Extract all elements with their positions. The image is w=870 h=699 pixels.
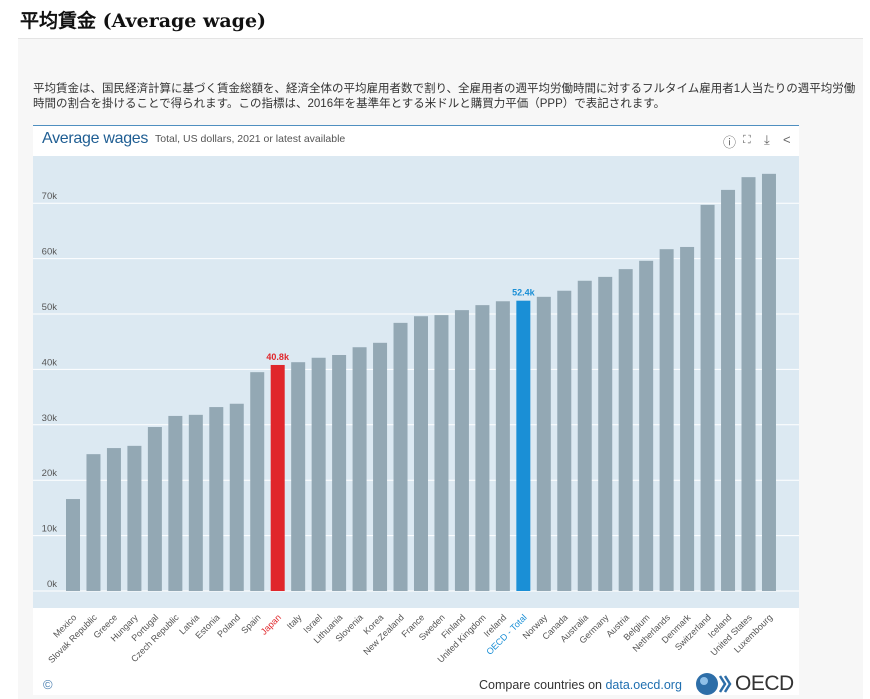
bar-belgium [639, 260, 654, 591]
bar-netherlands [659, 249, 674, 591]
y-tick-label: 40k [42, 357, 58, 368]
bar-iceland [721, 189, 736, 591]
bar-hungary [127, 445, 142, 591]
y-tick-label: 70k [42, 191, 58, 202]
bar-switzerland [700, 204, 715, 591]
fullscreen-icon[interactable]: ⛶ [743, 134, 751, 146]
bar-korea [373, 342, 388, 591]
bar-new-zealand [393, 322, 408, 591]
chart-subtitle: Total, US dollars, 2021 or latest availa… [155, 133, 346, 145]
bar-slovak-republic [86, 454, 101, 591]
bar-latvia [188, 414, 203, 591]
bar-poland [229, 403, 244, 591]
bar-italy [291, 362, 306, 591]
share-icon[interactable]: < [783, 132, 791, 147]
y-tick-label: 30k [42, 413, 58, 424]
bar-finland [454, 310, 469, 591]
bar-denmark [680, 246, 695, 591]
chart-widget: 0k 10k 20k 30k 40k 50k 60k 70k Mexico Slovak Repu… [33, 125, 799, 695]
data-label: 52.4k [512, 288, 536, 298]
bar-portugal [147, 427, 162, 591]
x-tick-label: Spain [239, 612, 262, 635]
bar-spain [250, 372, 265, 591]
bar-luxembourg [761, 173, 776, 591]
bar-estonia [209, 407, 224, 591]
oecd-logo-text: OECD [735, 672, 794, 695]
page-title: 平均賃金 (Average wage) [20, 10, 267, 32]
y-tick-label: 20k [42, 468, 58, 479]
y-tick-label: 10k [42, 524, 58, 535]
x-tick-label: Japan [259, 612, 283, 636]
bar-japan [270, 364, 285, 591]
oecd-logo[interactable]: OECD [695, 672, 794, 696]
x-tick-label: Poland [215, 612, 242, 639]
y-tick-label: 60k [42, 247, 58, 258]
bar-sweden [434, 315, 449, 591]
info-icon[interactable]: ⓘ [723, 135, 737, 150]
bar-united-states [741, 177, 756, 592]
compare-text: Compare countries on data.oecd.org [479, 678, 682, 692]
chart-title: Average wages [42, 130, 149, 147]
description: 平均賃金は、国民経済計算に基づく賃金総額を、経済全体の平均雇用者数で割り、全雇用… [33, 83, 856, 110]
y-tick-label: 50k [42, 302, 58, 313]
bar-greece [106, 448, 121, 591]
bar-mexico [66, 499, 80, 591]
bar-norway [536, 296, 551, 591]
bar-oecd-total [516, 300, 531, 591]
bar-lithuania [332, 354, 347, 591]
data-label: 40.8k [266, 352, 290, 362]
bar-germany [598, 276, 613, 591]
copyright[interactable]: © [43, 677, 53, 692]
bar-austria [618, 269, 633, 591]
y-tick-label: 0k [47, 579, 57, 590]
bar-france [413, 316, 428, 591]
bar-slovenia [352, 347, 367, 591]
bar-canada [557, 290, 572, 591]
globe-icon [696, 673, 732, 695]
bar-ireland [495, 301, 510, 591]
bar-australia [577, 280, 592, 591]
bar-czech-republic [168, 415, 183, 591]
compare-prefix: Compare countries on [479, 678, 606, 692]
bar-israel [311, 357, 326, 591]
data-oecd-link[interactable]: data.oecd.org [605, 678, 682, 692]
bar-united-kingdom [475, 305, 490, 591]
download-icon[interactable]: ⤓ [764, 132, 770, 147]
